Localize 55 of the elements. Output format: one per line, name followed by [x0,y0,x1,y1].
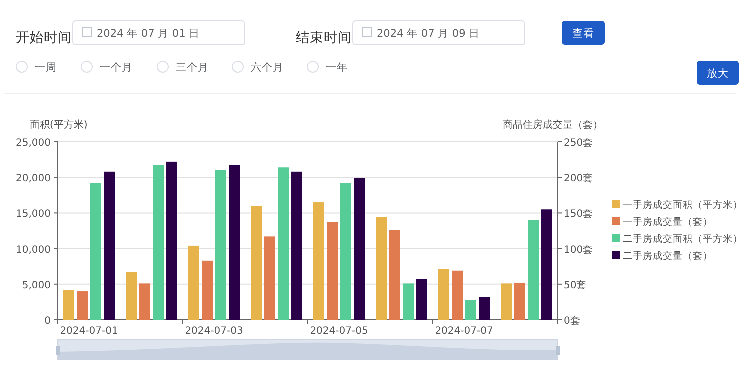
bar [390,230,400,320]
bar [90,183,102,320]
bar [542,210,552,320]
bar [64,290,74,320]
bar [438,269,450,320]
bar [202,260,213,320]
bar [104,172,115,320]
x-tick-label: 2024-07-05 [310,326,368,337]
bar [466,300,476,320]
bar [528,220,539,320]
bar [229,165,240,320]
x-tick-label: 2024-07-07 [435,326,494,337]
legend-label: 一手房成交面积（平方米） [623,199,740,211]
legend-label: 二手房成交面积（平方米） [623,233,740,245]
y2-tick-label: 150套 [564,208,594,220]
y-tick-label: 25,000 [16,138,51,149]
bar [327,222,338,320]
y2-tick-label: 50套 [564,279,587,292]
bar [166,162,178,320]
y2-tick-label: 250套 [564,137,594,149]
y-axis-title: 面积(平方米) [30,119,88,131]
bar [501,284,512,320]
legend-label: 二手房成交量（套） [623,250,713,262]
bar [216,170,226,320]
y2-tick-label: 0套 [564,315,580,327]
bar [403,284,414,320]
y2-axis-title: 商品住房成交量（套） [503,119,603,131]
y-tick-label: 10,000 [16,244,51,256]
y2-tick-label: 200套 [564,172,594,185]
controls: 开始时间 2024 年 07 月 01 日 结束时间 2024 年 07 月 09 日 查看 一周 一个月 三个月 六个月 一年 放大 [4,20,739,94]
bar [376,217,387,320]
bar [278,168,289,320]
y-tick-label: 0 [44,316,51,327]
bar [153,165,164,320]
bar [479,297,490,320]
x-tick-label: 2024-07-01 [60,326,118,337]
bar [188,246,200,320]
bar [251,206,262,320]
bar [340,183,352,320]
bar [416,279,428,320]
legend-label: 一手房成交量（套） [623,216,713,228]
bar [314,202,324,320]
y-tick-label: 15,000 [16,209,51,220]
bar [126,272,137,320]
x-tick-label: 2024-07-03 [185,326,244,337]
bar [140,284,150,320]
bar [514,282,526,320]
y2-tick-label: 100套 [564,244,594,256]
bar [452,270,463,320]
y-tick-label: 20,000 [16,174,51,185]
bar [264,236,276,320]
y-tick-label: 5,000 [22,280,51,292]
bar [292,172,302,320]
bar [77,292,88,320]
bar [354,178,365,320]
